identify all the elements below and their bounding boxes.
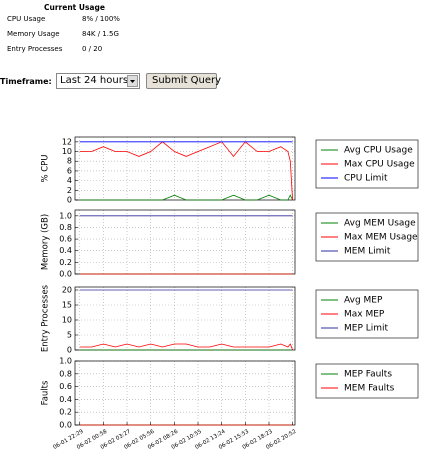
legend-label: Max MEP <box>344 310 385 320</box>
y-tick-label: 0 <box>67 346 72 355</box>
y-axis-label: % CPU <box>41 154 51 182</box>
y-tick-label: 5 <box>67 331 72 340</box>
y-tick-label: 4 <box>67 176 72 185</box>
select-text: Last 24 hours <box>60 75 129 86</box>
timeframe-select[interactable]: Last 24 hours <box>56 73 140 89</box>
series-line <box>79 343 293 351</box>
y-axis-label: Entry Processes <box>41 284 51 352</box>
y-tick-label: 0 <box>67 196 72 205</box>
y-tick-label: 0.6 <box>59 235 72 244</box>
y-tick-label: 15 <box>62 301 72 310</box>
y-tick-label: 10 <box>62 316 72 325</box>
y-axis-label: Memory (GB) <box>41 214 51 270</box>
arrow-icon <box>130 80 135 83</box>
button-text: Submit Query <box>152 75 222 86</box>
legend-label: MEM Limit <box>344 247 391 257</box>
y-tick-label: 1.0 <box>59 357 72 366</box>
legend-label: MEP Faults <box>344 370 392 380</box>
series-line <box>79 194 293 201</box>
usage-value: 84K / 1.5G <box>82 30 119 38</box>
y-tick-label: 0.0 <box>59 270 72 279</box>
plot-frame <box>74 209 296 275</box>
usage-title: Current Usage <box>44 3 105 12</box>
legend-label: Avg CPU Usage <box>344 146 413 156</box>
legend-label: Max CPU Usage <box>344 160 415 170</box>
y-tick-label: 8 <box>67 157 72 166</box>
y-tick-label: 1.0 <box>59 211 72 220</box>
y-axis-label: Faults <box>41 380 51 405</box>
legend-label: Avg MEM Usage <box>344 219 416 229</box>
usage-label: Memory Usage <box>7 30 60 38</box>
plot-frame <box>74 136 296 201</box>
y-tick-label: 10 <box>62 147 72 156</box>
y-tick-label: 0.6 <box>59 382 72 391</box>
y-tick-label: 0.2 <box>59 258 72 267</box>
timeframe-label: Timeframe: <box>0 77 52 86</box>
usage-label: Entry Processes <box>7 45 63 53</box>
select-arrow <box>127 75 138 87</box>
y-tick-label: 6 <box>67 166 72 175</box>
y-tick-label: 0.8 <box>59 223 72 232</box>
plot-frame <box>74 360 296 426</box>
plot-frame <box>74 286 296 351</box>
legend-label: Avg MEP <box>344 296 383 306</box>
y-tick-label: 12 <box>62 137 72 146</box>
legend-label: Max MEM Usage <box>344 233 418 243</box>
legend-box <box>315 363 419 399</box>
y-tick-label: 0.4 <box>59 246 72 255</box>
legend-label: CPU Limit <box>344 174 388 184</box>
submit-button[interactable]: Submit Query <box>146 73 221 89</box>
y-tick-label: 0.4 <box>59 395 72 404</box>
y-tick-label: 0.2 <box>59 408 72 417</box>
series-line <box>79 141 293 201</box>
legend-label: MEP Limit <box>344 324 389 334</box>
usage-value: 8% / 100% <box>82 15 120 23</box>
y-tick-label: 0.0 <box>59 421 72 430</box>
y-tick-label: 0.8 <box>59 369 72 378</box>
legend-label: MEM Faults <box>344 384 395 394</box>
y-tick-label: 2 <box>67 186 72 195</box>
usage-label: CPU Usage <box>7 15 46 23</box>
y-tick-label: 20 <box>62 286 72 295</box>
usage-value: 0 / 20 <box>82 45 103 53</box>
